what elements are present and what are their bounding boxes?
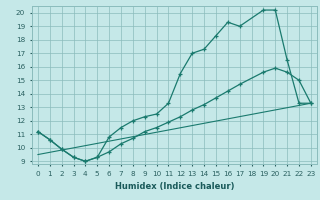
- X-axis label: Humidex (Indice chaleur): Humidex (Indice chaleur): [115, 183, 234, 192]
